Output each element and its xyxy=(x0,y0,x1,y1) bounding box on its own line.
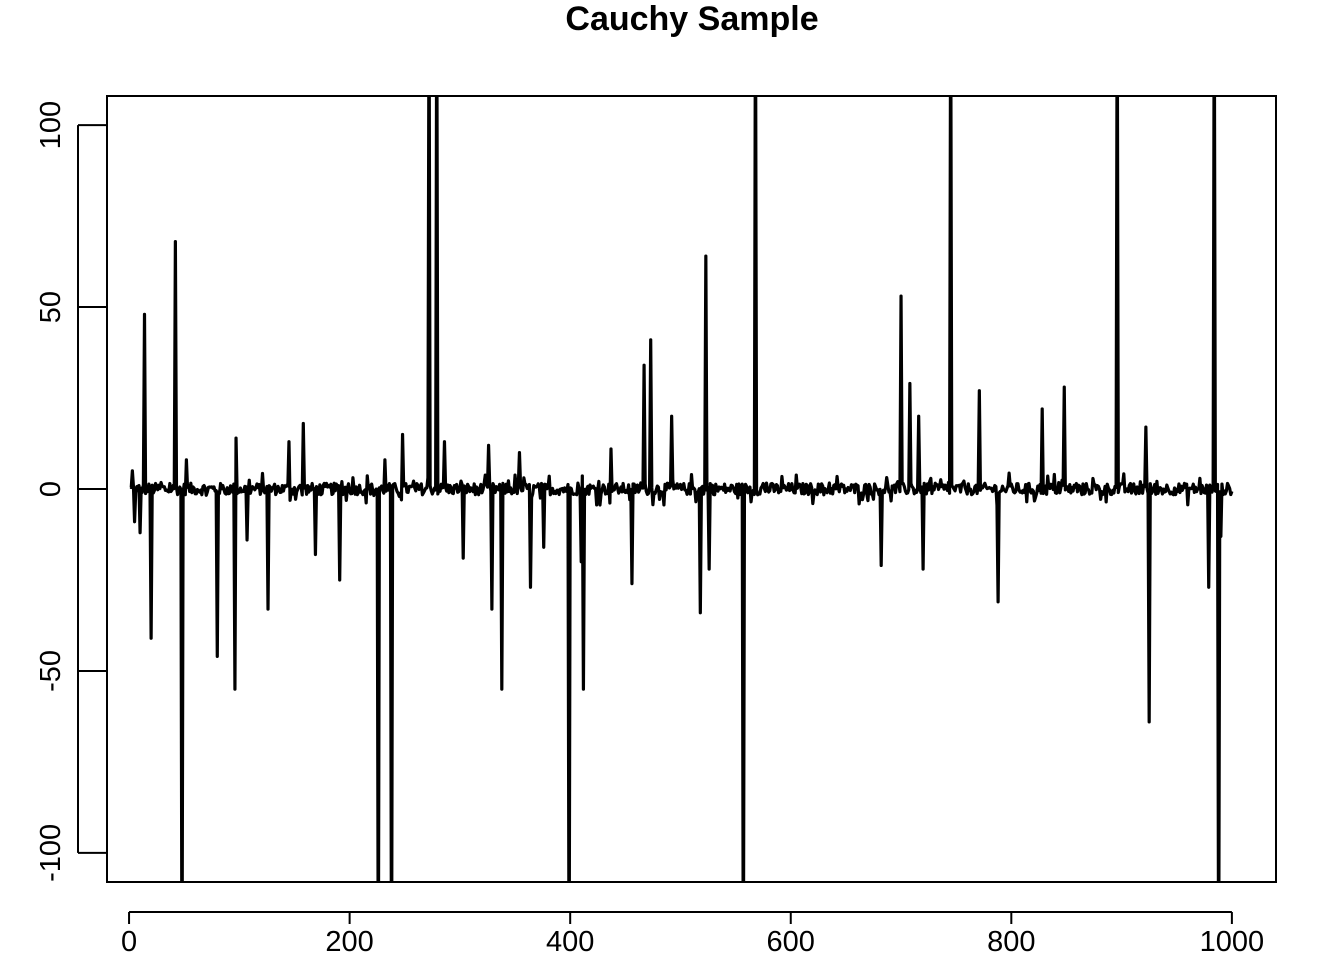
y-tick-label: 0 xyxy=(35,481,67,497)
y-tick-label: -50 xyxy=(35,650,67,692)
x-tick-label: 0 xyxy=(121,926,137,958)
y-tick-label: 50 xyxy=(35,291,67,323)
y-tick-label: 100 xyxy=(35,101,67,149)
x-tick-label: 1000 xyxy=(1200,926,1265,958)
x-axis: 0 200 400 600 800 1000 xyxy=(121,911,1265,958)
plot-frame xyxy=(106,95,1277,883)
x-tick-label: 600 xyxy=(767,926,815,958)
x-tick-label: 800 xyxy=(987,926,1035,958)
series-line xyxy=(129,96,1234,882)
x-tick-label: 200 xyxy=(325,926,373,958)
plot-area xyxy=(129,96,1234,882)
y-axis: -100 -50 0 50 100 xyxy=(35,101,107,882)
chart-title: Cauchy Sample xyxy=(565,0,818,38)
x-tick-label: 400 xyxy=(546,926,594,958)
y-tick-label: -100 xyxy=(35,824,67,882)
